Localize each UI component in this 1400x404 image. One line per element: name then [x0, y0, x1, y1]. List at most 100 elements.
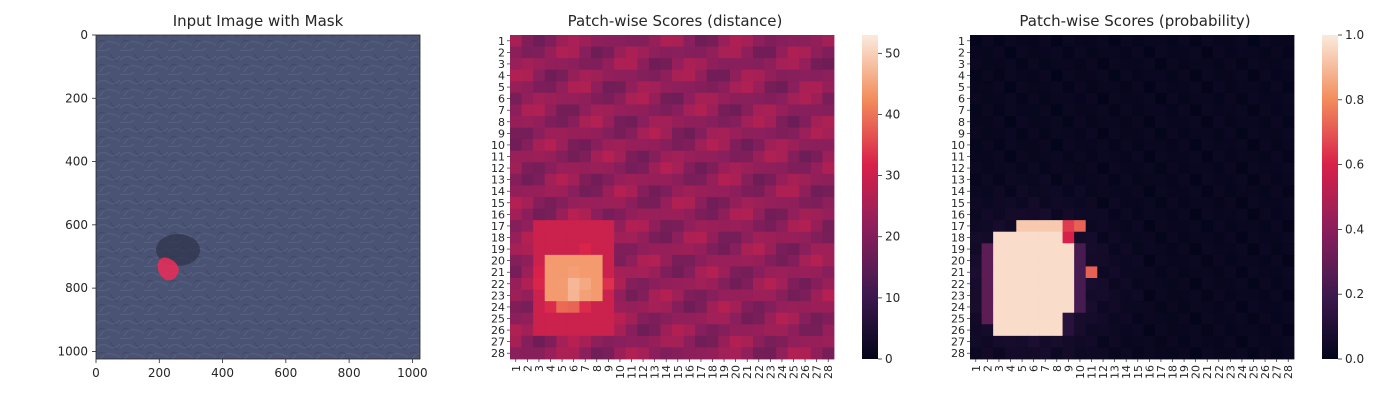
heatmap-cell [1213, 220, 1225, 233]
heatmap-cell [729, 46, 742, 59]
heatmap-cell [1155, 220, 1168, 233]
heatmap-cell [776, 197, 789, 209]
input-image-panel: Input Image with Mask 0 200 400 600 800 1000 … [57, 12, 427, 380]
heatmap-cell [510, 312, 522, 325]
heatmap-cell [993, 243, 1006, 256]
heatmap-cell [1189, 324, 1202, 337]
heatmap-cell [591, 324, 603, 337]
heatmap-cell [970, 69, 982, 82]
heatmap-cell [695, 197, 708, 209]
heatmap-cell [1282, 81, 1295, 94]
heatmap-cell [776, 69, 789, 82]
heatmap-cell [1224, 35, 1237, 47]
heatmap-cell [567, 197, 580, 209]
heatmap-cell [787, 35, 800, 47]
heatmap-cell [1282, 104, 1295, 117]
heatmap-cell [706, 220, 719, 233]
heatmap-cell [1282, 46, 1295, 59]
heatmap-cell [822, 289, 835, 302]
heatmap-cell [729, 220, 742, 233]
heatmap-cell [1004, 150, 1017, 163]
heatmap-cell [579, 35, 592, 47]
heatmap-cell [1224, 162, 1237, 175]
heatmap-cell [741, 347, 754, 360]
heatmap-cell [1004, 69, 1017, 82]
row-label: 1 [958, 35, 965, 48]
heatmap-cell [660, 266, 673, 279]
row-label: 20 [951, 255, 965, 268]
heatmap-cell [1027, 139, 1040, 152]
heatmap-cell [579, 197, 592, 209]
col-label: 26 [799, 365, 812, 379]
heatmap-cell [1108, 289, 1121, 302]
heatmap-cell [533, 58, 546, 71]
heatmap-cell [533, 35, 546, 47]
heatmap-cell [521, 208, 534, 221]
heatmap-cell [753, 104, 765, 117]
heatmap-cell [1224, 289, 1237, 302]
heatmap-cell [614, 254, 627, 267]
heatmap-cell [1201, 243, 1214, 256]
heatmap-cell [753, 301, 765, 314]
heatmap-cell [579, 92, 592, 105]
heatmap-cell [1016, 58, 1029, 71]
heatmap-cell [683, 301, 696, 314]
row-label: 12 [951, 162, 965, 175]
heatmap-cell [787, 127, 800, 140]
heatmap-cell [718, 127, 731, 140]
heatmap-cell [1259, 173, 1272, 186]
heatmap-cell [1051, 127, 1063, 140]
heatmap-cell [741, 139, 754, 152]
heatmap-cell [753, 278, 765, 290]
row-label: 28 [491, 347, 505, 360]
heatmap-cell [591, 46, 603, 59]
heatmap-cell [1270, 278, 1283, 290]
heatmap-cell [556, 220, 569, 233]
heatmap-cell [544, 324, 557, 337]
heatmap-cell [776, 231, 789, 244]
heatmap-cell [1027, 278, 1040, 290]
heatmap-cell [776, 185, 789, 198]
heatmap-cell [993, 231, 1006, 244]
heatmap-cell [567, 266, 580, 279]
col-label: 25 [788, 365, 801, 379]
heatmap-cell [1189, 104, 1202, 117]
heatmap-cell [614, 231, 627, 244]
heatmap-cell [753, 254, 765, 267]
heatmap-cell [1051, 46, 1063, 59]
heatmap-cell [718, 266, 731, 279]
heatmap-cell [1178, 162, 1191, 175]
heatmap-cell [648, 312, 661, 325]
heatmap-cell [776, 58, 789, 71]
heatmap-cell [1004, 324, 1017, 337]
heatmap-cell [1051, 69, 1063, 82]
probability-heatmap-title: Patch-wise Scores (probability) [1019, 12, 1250, 30]
heatmap-cell [510, 335, 522, 348]
heatmap-cell [1236, 173, 1249, 186]
heatmap-cell [1027, 173, 1040, 186]
colorbar-tick-label: 0.2 [1345, 287, 1364, 301]
col-label: 23 [1224, 365, 1237, 379]
heatmap-cell [1270, 46, 1283, 59]
row-label: 11 [491, 151, 505, 164]
heatmap-cell [981, 139, 994, 152]
heatmap-cell [981, 127, 994, 140]
heatmap-cell [1062, 347, 1075, 360]
heatmap-cell [1062, 69, 1075, 82]
col-label: 3 [993, 365, 1006, 372]
heatmap-cell [1108, 243, 1121, 256]
heatmap-cell [625, 335, 638, 348]
heatmap-cell [614, 150, 627, 163]
heatmap-cell [591, 335, 603, 348]
heatmap-cell [1189, 243, 1202, 256]
heatmap-cell [799, 197, 812, 209]
row-label: 19 [491, 243, 505, 256]
heatmap-cell [1224, 324, 1237, 337]
heatmap-cell [1236, 69, 1249, 82]
heatmap-cell [1085, 208, 1098, 221]
heatmap-cell [1247, 58, 1260, 71]
heatmap-cell [1132, 289, 1144, 302]
heatmap-cell [741, 231, 754, 244]
heatmap-cell [1039, 139, 1052, 152]
